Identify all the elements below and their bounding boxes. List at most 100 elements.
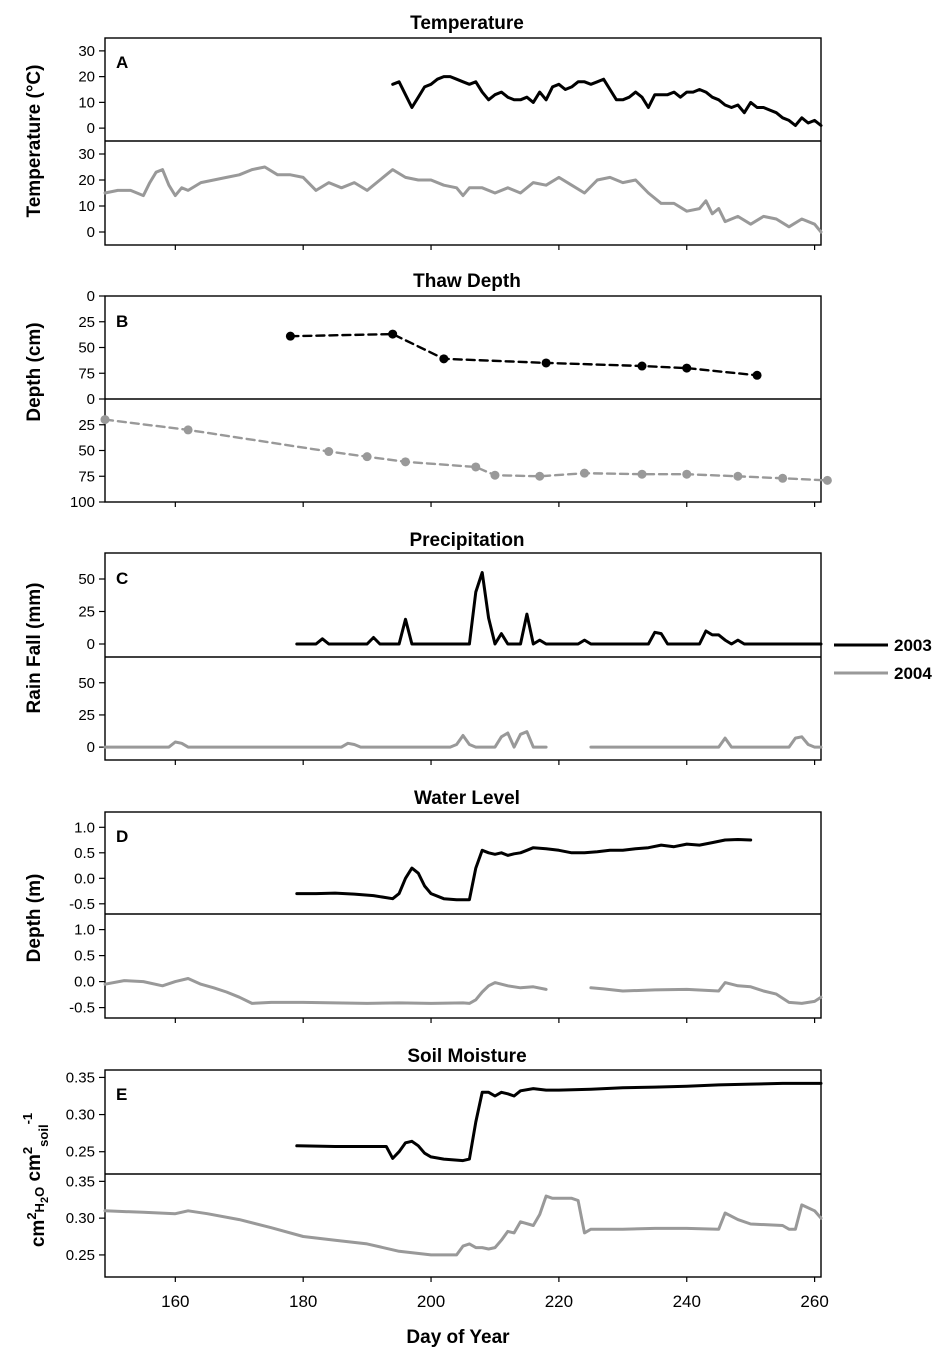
y-axis-label: Rain Fall (mm) [24, 583, 45, 714]
data-point-2004 [490, 470, 500, 480]
y-tick-label: 0 [87, 120, 95, 137]
y-tick-label: 0.30 [66, 1210, 95, 1227]
y-axis-label-part: soil [36, 1124, 51, 1146]
data-point-2004 [400, 457, 410, 467]
y-tick-label: -0.5 [69, 896, 95, 913]
data-point-2004 [324, 447, 334, 457]
y-axis-label-part: cm [28, 1220, 49, 1247]
y-tick-label: 0.30 [66, 1107, 95, 1124]
panel-b: Thaw Depth B Depth (cm) 0 25 50 75 0 25 50 75 100 [24, 271, 832, 511]
series-line-2003 [295, 1081, 823, 1163]
y-axis-label: Depth (m) [24, 874, 45, 963]
y-tick-label: 25 [78, 604, 95, 621]
y-tick-label: 20 [78, 172, 95, 189]
y-axis-label: Temperature (°C) [24, 65, 45, 218]
data-point-2004 [682, 469, 692, 479]
series-line-2003 [391, 75, 823, 127]
series-line-2004 [103, 977, 548, 1005]
y-tick-label: 0.5 [74, 845, 95, 862]
data-point-2004 [822, 475, 832, 485]
data-point-2003 [637, 361, 647, 371]
x-tick-label: 160 [161, 1292, 189, 1311]
data-point-2003 [388, 329, 398, 339]
data-point-2004 [535, 471, 545, 481]
panel-letter: A [116, 53, 128, 72]
panel-letter: B [116, 312, 128, 331]
panel-title: Thaw Depth [413, 271, 521, 292]
panel-title: Water Level [414, 788, 520, 809]
panel-title: Soil Moisture [407, 1046, 526, 1067]
y-tick-label: 0.0 [74, 974, 95, 991]
series-line-2004 [103, 165, 823, 234]
series-line-2004 [103, 418, 829, 482]
legend-label-2003: 2003 [894, 636, 932, 655]
data-point-2003 [752, 370, 762, 380]
panel-title: Temperature [410, 13, 524, 34]
panel-d: Water Level D Depth (m) -0.5 0.0 0.5 1.0 -0.5 0.… [24, 788, 823, 1023]
y-tick-label: 20 [78, 69, 95, 86]
y-axis-label: cm2H2O cm2soil-1 [20, 1113, 51, 1247]
series-line-2003 [295, 838, 753, 902]
y-tick-label: 25 [78, 314, 95, 331]
y-tick-label: 100 [70, 494, 95, 511]
data-point-2003 [682, 363, 692, 373]
x-tick-label: 260 [800, 1292, 828, 1311]
series-line-2004 [103, 730, 548, 749]
y-tick-label: 0 [87, 224, 95, 241]
series-line-2004 [103, 1194, 823, 1257]
data-point-2003 [439, 354, 449, 364]
series-line-2004 [589, 981, 823, 1005]
x-tick-label: 180 [289, 1292, 317, 1311]
y-axis-label-part: 2 [24, 1212, 39, 1219]
y-axis-label-part: 2 [20, 1147, 35, 1154]
shared-x-axis: 160 180 200 220 240 260 [161, 1292, 829, 1311]
data-point-2003 [541, 358, 551, 368]
y-axis-label-part: cm [24, 1154, 45, 1187]
y-tick-label: 0.25 [66, 1144, 95, 1161]
y-tick-label: 1.0 [74, 819, 95, 836]
panel-letter: E [116, 1085, 127, 1104]
data-point-2003 [285, 331, 295, 341]
data-point-2004 [362, 452, 372, 462]
y-tick-label: 50 [78, 571, 95, 588]
x-tick-label: 200 [417, 1292, 445, 1311]
y-tick-label: 50 [78, 443, 95, 460]
legend-label-2004: 2004 [894, 664, 932, 683]
panel-c: Precipitation C Rain Fall (mm) 0 25 50 0 25 50 [24, 530, 823, 765]
legend: 2003 2004 [834, 636, 932, 683]
panel-letter: D [116, 827, 128, 846]
series-line-2003 [295, 571, 823, 646]
y-axis-label-part: -1 [20, 1113, 35, 1125]
y-tick-label: 0 [87, 391, 95, 408]
y-tick-label: 25 [78, 707, 95, 724]
panel-letter: C [116, 569, 128, 588]
y-tick-label: 30 [78, 43, 95, 60]
panel-title: Precipitation [409, 530, 524, 551]
y-tick-label: 0.35 [66, 1069, 95, 1086]
y-tick-label: 50 [78, 675, 95, 692]
data-point-2004 [637, 469, 647, 479]
y-tick-label: 10 [78, 198, 95, 215]
data-point-2004 [183, 425, 193, 435]
plot-frame [104, 811, 822, 1019]
y-axis-label-part: 2 [39, 1197, 51, 1203]
data-point-2004 [471, 462, 481, 472]
y-tick-label: 50 [78, 340, 95, 357]
y-tick-label: 0.5 [74, 948, 95, 965]
data-point-2004 [733, 471, 743, 481]
data-point-2004 [778, 473, 788, 483]
y-tick-label: 0 [87, 636, 95, 653]
y-tick-label: 30 [78, 146, 95, 163]
x-tick-label: 220 [545, 1292, 573, 1311]
y-axis-label-part: O [32, 1187, 47, 1197]
y-tick-label: 75 [78, 365, 95, 382]
y-tick-label: 1.0 [74, 922, 95, 939]
data-point-2004 [579, 468, 589, 478]
panel-a: Temperature A Temperature (°C) 0 10 20 30 0 10 20… [24, 13, 823, 250]
y-tick-label: 0.25 [66, 1247, 95, 1264]
y-tick-label: 0 [87, 739, 95, 756]
y-axis-label: Depth (cm) [24, 322, 45, 421]
